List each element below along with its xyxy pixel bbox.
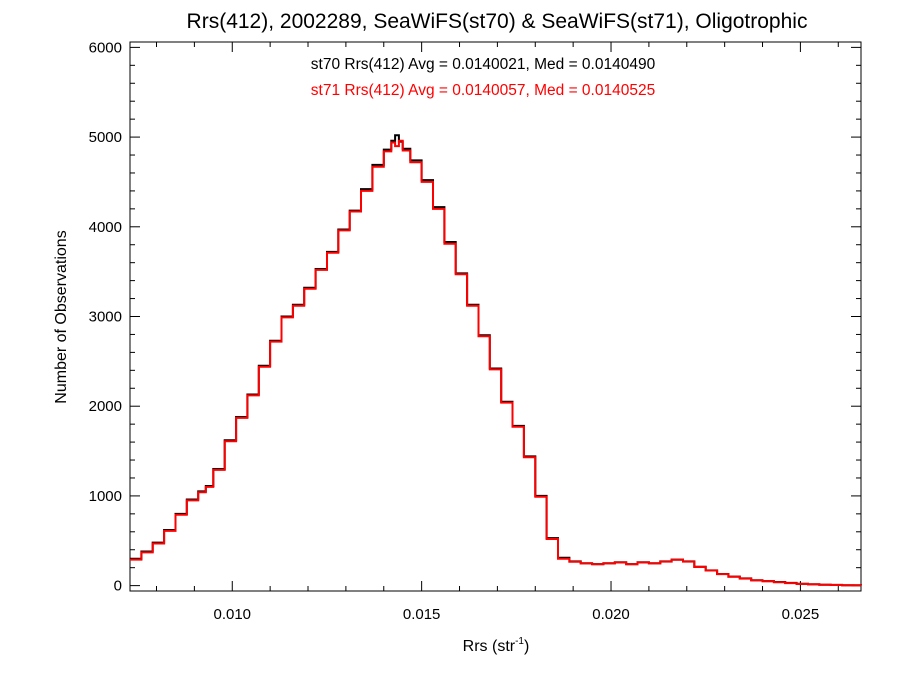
y-tick-label: 5000 xyxy=(89,129,122,146)
y-tick-label: 0 xyxy=(114,578,122,595)
plot-area: 0 1000 2000 3000 4000 5000 6000 0.010 0.015 0.020… xyxy=(89,39,862,623)
y-tick-label: 1000 xyxy=(89,488,122,505)
x-tick-label: 0.015 xyxy=(403,606,441,623)
x-tick-label: 0.020 xyxy=(592,606,630,623)
chart-title: Rrs(412), 2002289, SeaWiFS(st70) & SeaWi… xyxy=(187,10,808,33)
y-axis-label: Number of Observations xyxy=(53,230,70,403)
annotation-st70: st70 Rrs(412) Avg = 0.0140021, Med = 0.0… xyxy=(311,56,656,73)
y-tick-label: 3000 xyxy=(89,309,122,326)
y-tick-label: 6000 xyxy=(89,39,122,56)
plot-frame xyxy=(129,41,862,592)
y-tick-label: 4000 xyxy=(89,219,122,236)
y-tick-label: 2000 xyxy=(89,398,122,415)
histogram-series-st71 xyxy=(130,139,862,587)
histogram-series-st70 xyxy=(130,134,862,587)
annotation-st71: st71 Rrs(412) Avg = 0.0140057, Med = 0.0… xyxy=(311,82,655,99)
x-axis-label: Rrs (str-1) xyxy=(463,636,530,655)
x-tick-label: 0.010 xyxy=(213,606,251,623)
x-tick-label: 0.025 xyxy=(782,606,820,623)
